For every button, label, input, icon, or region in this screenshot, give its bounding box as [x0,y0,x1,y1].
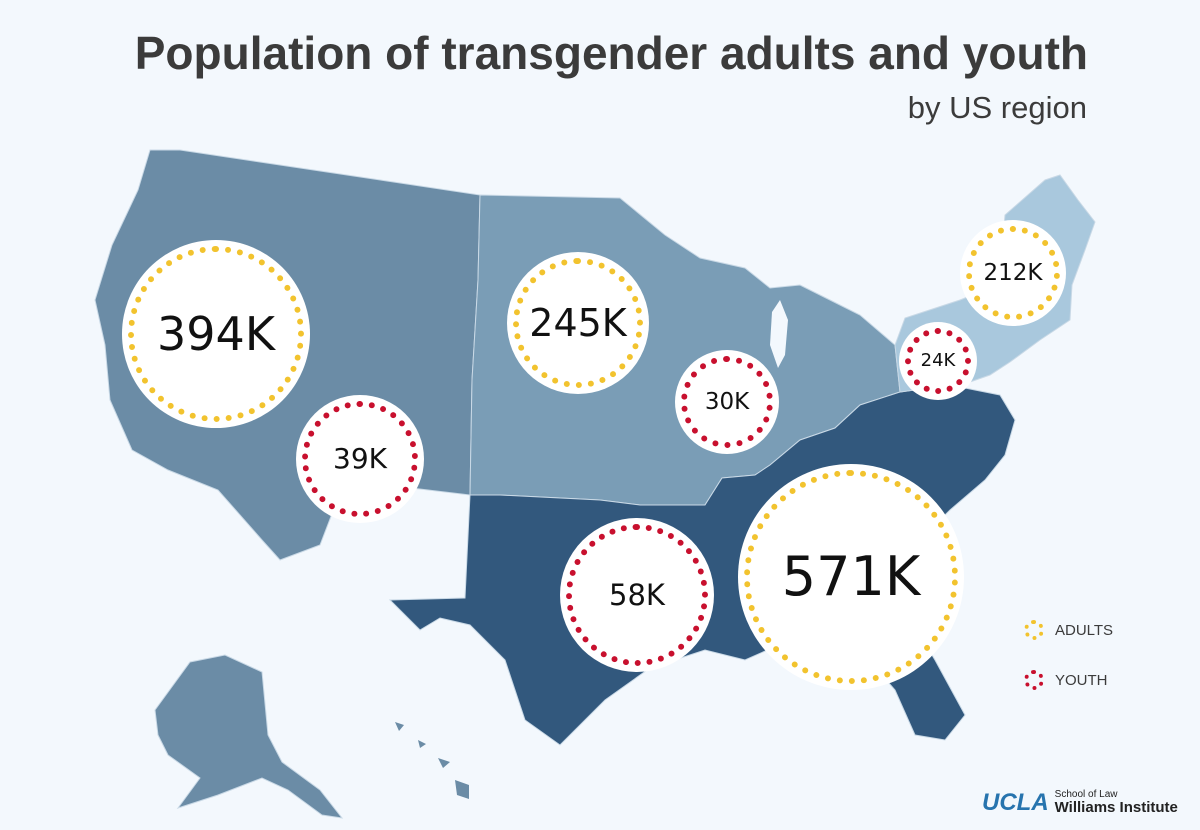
region-alaska [154,654,344,819]
midwest-adults-value: 245K [529,301,627,345]
ucla-williams-logo: UCLA School of Law Williams Institute [982,789,1178,816]
midwest-adults-bubble: 245K [513,258,643,388]
legend-adults: ADULTS [1024,620,1113,640]
west-youth-bubble: 39K [302,401,418,517]
northeast-adults-value: 212K [983,259,1043,286]
logo-ucla: UCLA [982,789,1049,816]
northeast-adults-bubble: 212K [966,226,1060,320]
west-adults-value: 394K [157,307,275,361]
logo-institute: Williams Institute [1054,799,1178,816]
lake-michigan [770,300,788,368]
logo-school: School of Law [1054,789,1118,800]
map-title: Population of transgender adults and you… [134,27,1088,79]
south-adults-value: 571K [781,545,921,608]
youth-legend-icon [1024,670,1044,690]
south-adults-bubble: 571K [744,470,958,684]
west-youth-value: 39K [333,442,387,475]
northeast-youth-bubble: 24K [905,328,971,394]
midwest-youth-bubble: 30K [681,356,773,448]
region-hawaii [395,722,469,799]
adults-legend-icon [1024,620,1044,640]
legend-youth: YOUTH [1024,670,1108,690]
legend-youth-label: YOUTH [1055,671,1108,689]
northeast-youth-value: 24K [920,350,956,371]
south-youth-bubble: 58K [566,524,708,666]
map-subtitle: by US region [907,90,1087,125]
midwest-youth-value: 30K [704,388,750,415]
south-youth-value: 58K [609,577,665,612]
legend-adults-label: ADULTS [1055,621,1114,639]
west-adults-bubble: 394K [128,246,304,422]
